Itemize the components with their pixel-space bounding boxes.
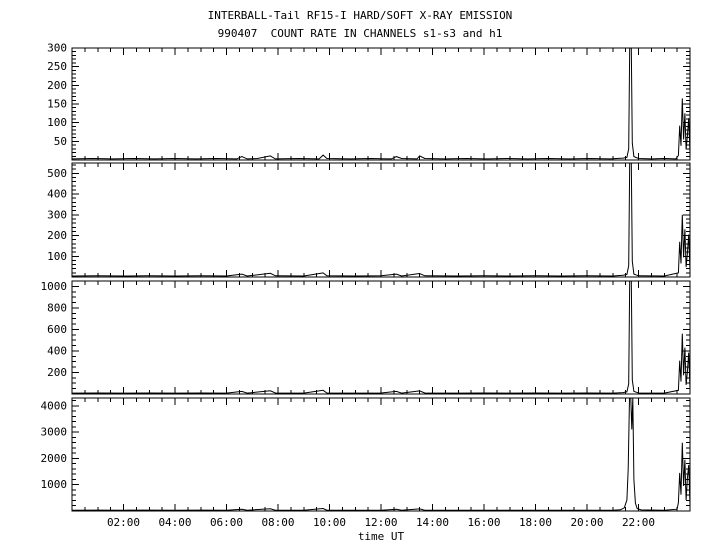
panel-frame [71,280,691,395]
x-tick-label: 02:00 [107,516,140,529]
x-tick-label: 06:00 [210,516,243,529]
y-tick-label: 100 [47,116,67,129]
x-tick-label: 10:00 [313,516,346,529]
x-tick-label: 12:00 [364,516,397,529]
panel-frame [71,397,691,512]
panel-frame [71,162,691,278]
x-tick-label: 08:00 [261,516,294,529]
x-tick-label: 16:00 [467,516,500,529]
panel-s2: 100 200 300 400 500 [47,162,691,278]
y-tick-label: 100 [47,250,67,263]
series-s1 [71,47,691,160]
x-tick-label: 14:00 [416,516,449,529]
y-tick-label: 1000 [41,280,68,293]
y-tick-label: 2000 [41,452,68,465]
panel-frame [71,47,691,161]
x-axis-label: time UT [357,530,405,543]
y-tick-label: 300 [47,208,67,221]
y-tick-label: 500 [47,167,67,180]
y-tick-label: 50 [54,135,67,148]
y-tick-label: 300 [47,42,67,55]
series-s2 [71,162,691,277]
y-tick-label: 200 [47,366,67,379]
chart-subtitle: 990407 COUNT RATE IN CHANNELS s1-s3 and … [217,27,503,40]
x-tick-label: 18:00 [519,516,552,529]
y-tick-label: 400 [47,344,67,357]
chart-title: INTERBALL-Tail RF15-I HARD/SOFT X-RAY EM… [207,9,513,22]
panel-s3: 200 400 600 800 1000 [41,280,691,395]
y-tick-label: 200 [47,229,67,242]
panel-s1: 50 100 150 200 250 300 [47,42,691,161]
y-tick-label: 250 [47,60,67,73]
x-tick-label: 20:00 [570,516,603,529]
y-tick-label: 1000 [41,478,68,491]
y-tick-label: 3000 [41,426,68,439]
y-tick-label: 800 [47,301,67,314]
panel-h1: 1000 2000 3000 4000 02:00 04:00 06:00 08:00 10:0… [41,397,691,529]
x-tick-label: 22:00 [622,516,655,529]
series-s3 [71,280,691,394]
y-tick-label: 600 [47,323,67,336]
y-tick-label: 4000 [41,399,68,412]
y-tick-label: 200 [47,79,67,92]
y-tick-label: 150 [47,98,67,111]
series-h1 [71,397,691,511]
y-tick-label: 400 [47,188,67,201]
x-tick-label: 04:00 [158,516,191,529]
